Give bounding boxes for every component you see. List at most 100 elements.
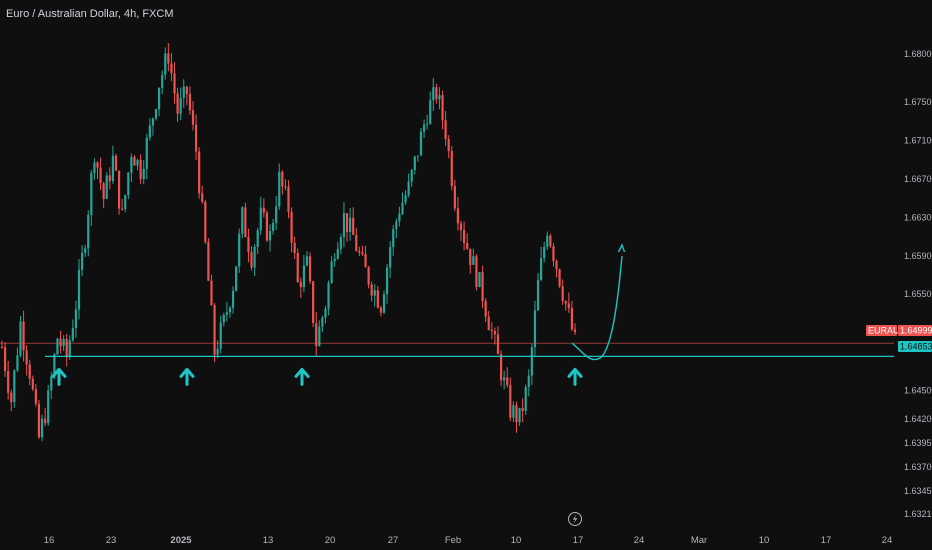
- candle-body: [90, 172, 93, 215]
- time-tick: 24: [634, 535, 645, 546]
- candle-body: [222, 314, 225, 323]
- candle-body: [253, 246, 256, 268]
- candle-body: [358, 250, 361, 253]
- candle-body: [139, 159, 142, 180]
- candle-body: [398, 213, 401, 222]
- candle-body: [352, 217, 355, 235]
- candle-body: [102, 183, 105, 199]
- candle-body: [429, 100, 432, 124]
- candle-body: [564, 301, 567, 304]
- candle-body: [198, 151, 201, 194]
- candle-body: [453, 185, 456, 209]
- candle-body: [99, 167, 102, 184]
- candle-body: [407, 181, 410, 196]
- time-tick: Mar: [691, 535, 707, 546]
- candle-body: [459, 223, 463, 231]
- candle-body: [558, 269, 561, 287]
- candle-body: [570, 308, 574, 330]
- candle-body: [333, 258, 336, 262]
- candle-body: [244, 207, 247, 238]
- candle-body: [77, 269, 81, 310]
- candle-body: [336, 248, 339, 259]
- candle-body: [435, 87, 438, 100]
- price-tick: 1.64200: [904, 414, 932, 424]
- lightning-icon[interactable]: [568, 512, 582, 526]
- candle-body: [111, 155, 115, 182]
- candle-body: [191, 110, 195, 125]
- candle-body: [521, 407, 524, 411]
- candle-body: [278, 171, 281, 207]
- candle-body: [96, 162, 99, 168]
- candle-body: [250, 252, 253, 268]
- candle-body: [308, 256, 312, 282]
- candle-body: [225, 312, 228, 315]
- time-axis: 16 23 2025 13 20 27 Feb 10 17 24 Mar 10 17 24: [44, 535, 893, 546]
- candle-body: [315, 323, 318, 347]
- projection-curve[interactable]: [571, 255, 623, 361]
- candle-body: [231, 290, 235, 308]
- current-price-tag: EURAUD 1.64999: [866, 325, 932, 336]
- candle-body: [74, 309, 78, 329]
- candle-body: [530, 347, 533, 376]
- candle-body: [392, 229, 395, 248]
- candle-body: [31, 378, 34, 390]
- price-tick: 1.63450: [904, 486, 932, 496]
- candle-body: [28, 364, 31, 379]
- time-tick: 2025: [170, 535, 192, 546]
- time-tick: 10: [759, 535, 770, 546]
- candle-body: [389, 247, 392, 268]
- candle-body: [503, 377, 506, 381]
- candle-body: [164, 53, 167, 75]
- candle-body: [318, 326, 321, 347]
- candle-body: [210, 280, 213, 306]
- candle-body: [241, 207, 244, 234]
- candle-body: [228, 307, 232, 313]
- candle-body: [499, 354, 503, 381]
- candle-body: [22, 321, 25, 351]
- candle-body: [305, 256, 309, 266]
- candle-body: [93, 162, 96, 173]
- candle-body: [527, 375, 530, 387]
- candle-body: [472, 256, 475, 265]
- candle-body: [179, 98, 182, 114]
- candle-body: [176, 93, 179, 114]
- candle-body: [293, 242, 296, 253]
- candle-body: [194, 124, 198, 152]
- candle-body: [355, 234, 358, 251]
- candle-body: [281, 171, 284, 187]
- candle-body: [238, 233, 241, 267]
- candle-body: [370, 284, 373, 296]
- support-price-value: 1.64853: [900, 342, 932, 352]
- candle-body: [404, 195, 407, 203]
- candle-body: [136, 159, 139, 166]
- time-tick: 17: [821, 535, 832, 546]
- candle-body: [284, 186, 287, 188]
- candle-body: [10, 392, 13, 403]
- candle-body: [71, 328, 74, 341]
- time-tick: 23: [106, 535, 117, 546]
- candle-body: [447, 139, 450, 152]
- candle-body: [56, 338, 59, 355]
- price-tick: 1.63210: [904, 509, 932, 519]
- candle-body: [235, 266, 238, 291]
- candle-body: [438, 95, 441, 100]
- candle-body: [367, 267, 370, 285]
- current-price-value: 1.64999: [900, 326, 932, 336]
- time-tick: 10: [511, 535, 522, 546]
- candle-body: [296, 252, 299, 282]
- candle-body: [546, 235, 549, 247]
- candle-body: [127, 172, 130, 196]
- candle-body: [148, 125, 151, 138]
- candle-body: [124, 195, 127, 210]
- time-tick: 17: [573, 535, 584, 546]
- candle-body: [444, 120, 447, 140]
- candle-body: [80, 252, 84, 270]
- candle-body: [290, 211, 293, 243]
- candle-body: [154, 109, 158, 119]
- candle-body: [373, 290, 376, 296]
- candle-body: [275, 206, 278, 223]
- candle-body: [0, 347, 4, 349]
- candle-body: [413, 156, 416, 171]
- candle-body: [142, 168, 145, 180]
